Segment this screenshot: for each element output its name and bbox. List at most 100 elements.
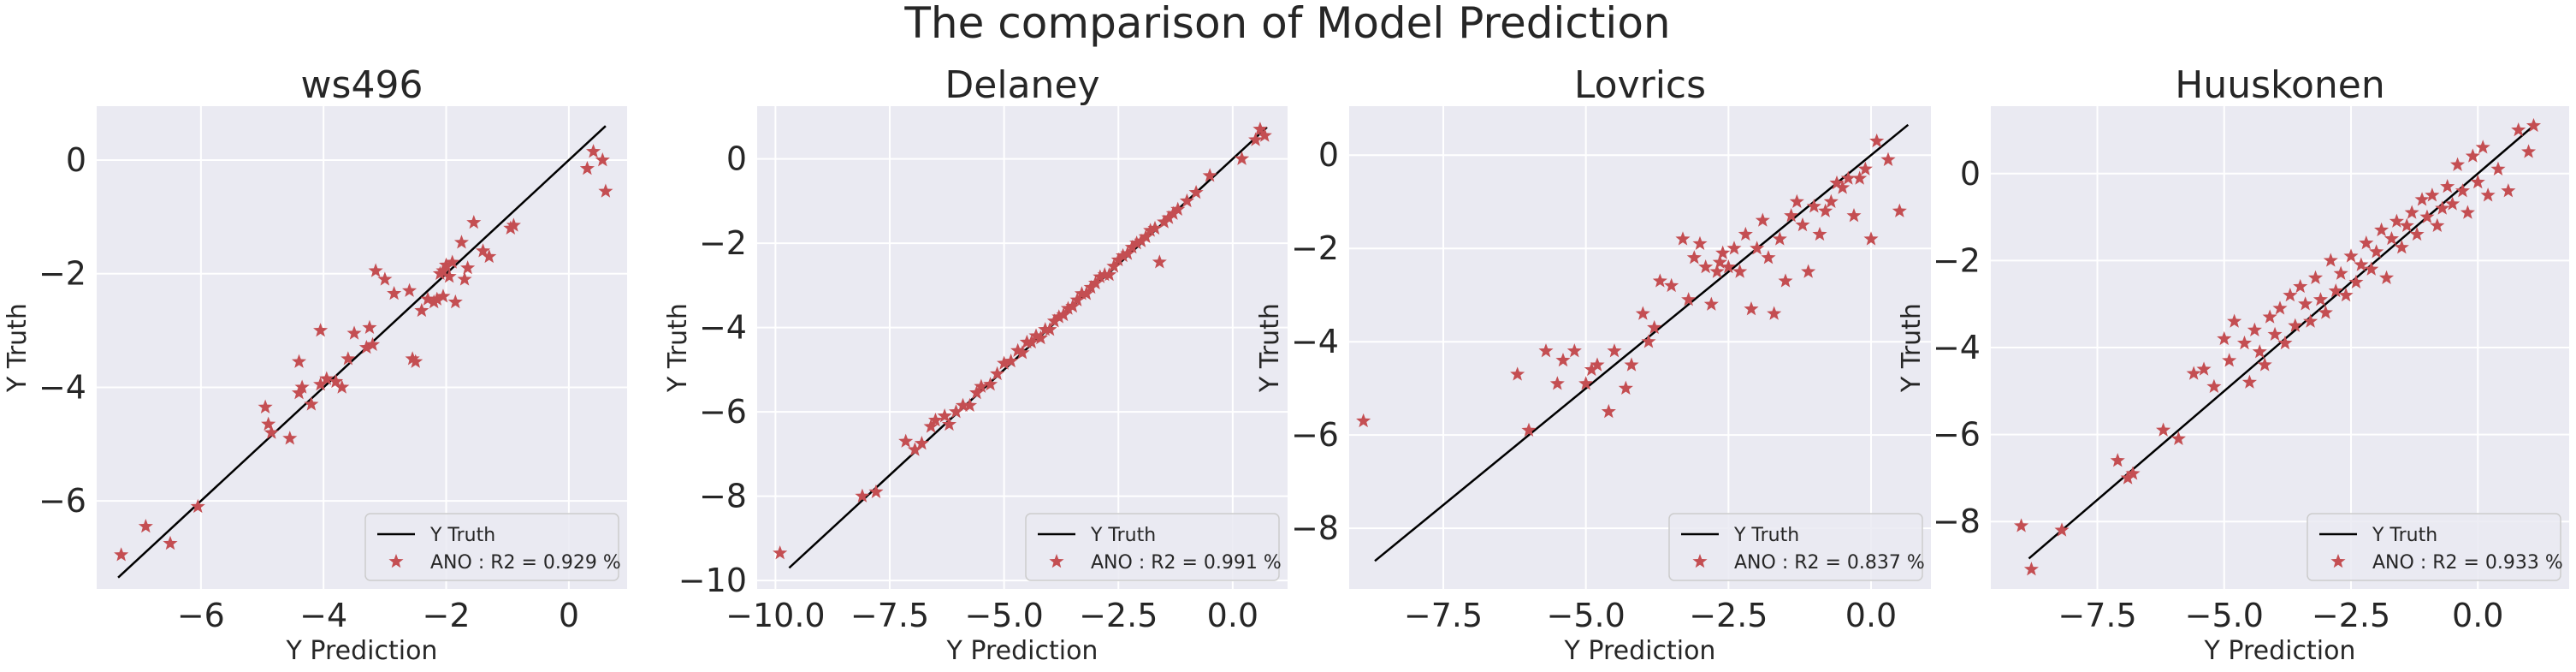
data-point (1647, 319, 1662, 335)
data-point (1202, 168, 1217, 182)
data-point (1818, 203, 1833, 217)
data-point (2262, 309, 2277, 324)
data-point (2364, 261, 2379, 276)
data-point (1234, 151, 1250, 165)
panel-title: Lovrics (1574, 63, 1706, 107)
x-tick-label: 0.0 (2452, 597, 2503, 634)
data-point (1880, 152, 1896, 166)
data-point (2475, 140, 2490, 154)
data-point (2333, 265, 2348, 280)
data-point (2389, 213, 2404, 228)
data-point (948, 404, 964, 419)
data-point (1152, 254, 1167, 269)
data-point (319, 371, 335, 385)
data-point (364, 336, 381, 351)
legend-label: Y Truth (2372, 525, 2437, 546)
data-point (2170, 431, 2186, 445)
y-tick-label: −6 (699, 393, 747, 431)
data-point (313, 323, 329, 337)
x-tick-label: −5.0 (964, 597, 1043, 634)
y-tick-label: −2 (1933, 241, 1981, 279)
data-point (2359, 235, 2374, 250)
data-point (2298, 296, 2313, 311)
data-point (439, 257, 454, 272)
legend-label: Y Truth (1733, 525, 1799, 546)
data-point (2054, 522, 2070, 537)
data-point (2521, 144, 2537, 158)
data-point (2354, 257, 2369, 271)
data-point (2318, 305, 2333, 319)
data-point (968, 384, 985, 400)
data-point (1835, 180, 1851, 194)
data-point (2455, 183, 2471, 198)
data-point (2399, 217, 2414, 233)
y-truth-line (117, 125, 607, 579)
data-point (2186, 366, 2201, 380)
data-point (313, 377, 329, 391)
data-point (941, 416, 957, 431)
data-point (1732, 264, 1748, 278)
data-point (476, 243, 491, 258)
data-point (447, 294, 463, 309)
chart-panel-3: −7.5 −5.0 −2.5 0.0 −8 −6 −4 −2 0 Lovrics Y Predict… (1255, 63, 1931, 666)
data-point (2470, 174, 2485, 189)
data-point (1578, 376, 1594, 390)
data-point (1157, 214, 1172, 229)
data-point (1795, 217, 1810, 232)
data-point (2272, 300, 2288, 315)
data-point (2414, 192, 2430, 206)
y-axis-label: Y Truth (1255, 303, 1285, 393)
data-point (1675, 231, 1691, 246)
data-point (2430, 217, 2445, 233)
legend-label: ANO : R2 = 0.837 % (1734, 552, 1925, 574)
data-point (2110, 453, 2125, 467)
data-point (1829, 175, 1845, 190)
figure-title: The comparison of Model Prediction (903, 0, 1670, 48)
data-point (261, 416, 276, 431)
data-point (1755, 212, 1770, 227)
data-point (2425, 187, 2440, 202)
data-point (868, 484, 884, 498)
data-point (2338, 288, 2354, 302)
data-point (460, 260, 476, 275)
y-tick-label: 0 (1318, 136, 1339, 174)
x-tick-label: −10.0 (725, 597, 825, 634)
data-point (2014, 518, 2029, 532)
legend-label: Y Truth (429, 525, 495, 546)
x-axis-label: Y Prediction (1564, 636, 1716, 666)
data-point (1686, 250, 1702, 265)
data-point (1823, 193, 1839, 208)
x-tick-label: −7.5 (850, 597, 929, 634)
data-point (1106, 259, 1122, 273)
data-point (2222, 353, 2237, 367)
legend-star-marker (1049, 554, 1064, 568)
data-point (1806, 199, 1821, 213)
chart-panel-4: −7.5 −5.0 −2.5 0.0 −8 −6 −4 −2 0 Huuskonen Y Predi… (1897, 63, 2569, 666)
data-point (2394, 240, 2409, 254)
data-point (1635, 306, 1650, 320)
data-point (1116, 247, 1131, 263)
data-point (1681, 292, 1697, 306)
data-point (282, 431, 298, 445)
data-point (586, 144, 601, 158)
data-point (1124, 240, 1140, 254)
x-tick-label: −5.0 (2185, 597, 2264, 634)
x-tick-label: −2.5 (1689, 597, 1768, 634)
data-point (2348, 274, 2364, 289)
data-point (258, 399, 273, 413)
data-point (2307, 270, 2324, 284)
data-point (2293, 278, 2308, 294)
y-axis-label: Y Truth (1897, 303, 1927, 393)
data-point (962, 397, 978, 413)
data-point (1761, 250, 1776, 265)
data-point (1042, 322, 1057, 336)
data-point (2277, 335, 2293, 350)
data-point (2247, 322, 2262, 336)
data-point (1134, 233, 1149, 247)
legend: Y Truth ANO : R2 = 0.837 % (1668, 513, 1925, 581)
data-point (457, 271, 472, 286)
data-point (914, 436, 929, 450)
